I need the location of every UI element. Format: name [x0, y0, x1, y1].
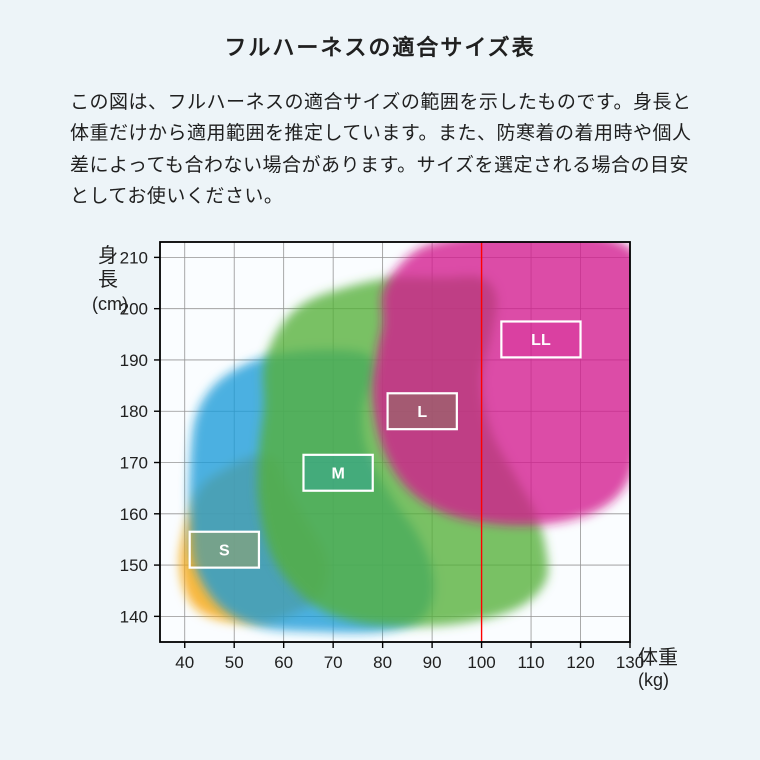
- y-axis-unit: (cm): [92, 294, 128, 314]
- y-axis-label-1: 身: [98, 244, 118, 267]
- x-tick-label: 90: [423, 653, 442, 672]
- size-tag-L: L: [388, 394, 457, 430]
- y-tick-label: 180: [120, 403, 148, 422]
- x-tick-label: 50: [225, 653, 244, 672]
- chart-title: フルハーネスの適合サイズ表: [40, 30, 720, 62]
- size-tag-LL: LL: [501, 322, 580, 358]
- size-chart-svg: 4050607080901001101201301401501601701801…: [40, 232, 720, 712]
- x-tick-label: 60: [274, 653, 293, 672]
- chart-description: この図は、フルハーネスの適合サイズの範囲を示したものです。身長と体重だけから適用…: [70, 87, 700, 212]
- size-tag-label: LL: [531, 333, 551, 350]
- y-tick-label: 150: [120, 556, 148, 575]
- y-axis-label-2: 長: [98, 269, 118, 291]
- x-axis-label: 体重: [638, 646, 678, 669]
- y-tick-label: 160: [120, 505, 148, 524]
- y-tick-label: 210: [120, 249, 148, 268]
- y-tick-label: 190: [120, 351, 148, 370]
- size-tag-M: M: [303, 455, 372, 491]
- size-tag-label: S: [219, 543, 230, 560]
- x-tick-label: 40: [175, 653, 194, 672]
- x-tick-label: 100: [467, 653, 495, 672]
- size-chart: 4050607080901001101201301401501601701801…: [40, 232, 720, 712]
- y-tick-label: 170: [120, 454, 148, 473]
- size-tag-label: M: [331, 466, 344, 483]
- x-tick-label: 120: [566, 653, 594, 672]
- x-tick-label: 70: [324, 653, 343, 672]
- x-tick-label: 110: [517, 653, 544, 672]
- x-axis-unit: (kg): [638, 670, 669, 690]
- y-tick-label: 140: [120, 608, 148, 627]
- x-tick-label: 80: [373, 653, 392, 672]
- page: フルハーネスの適合サイズ表 この図は、フルハーネスの適合サイズの範囲を示したもの…: [0, 0, 760, 760]
- size-tag-S: S: [190, 532, 259, 568]
- size-region-LL: [373, 232, 650, 525]
- size-tag-label: L: [417, 404, 427, 421]
